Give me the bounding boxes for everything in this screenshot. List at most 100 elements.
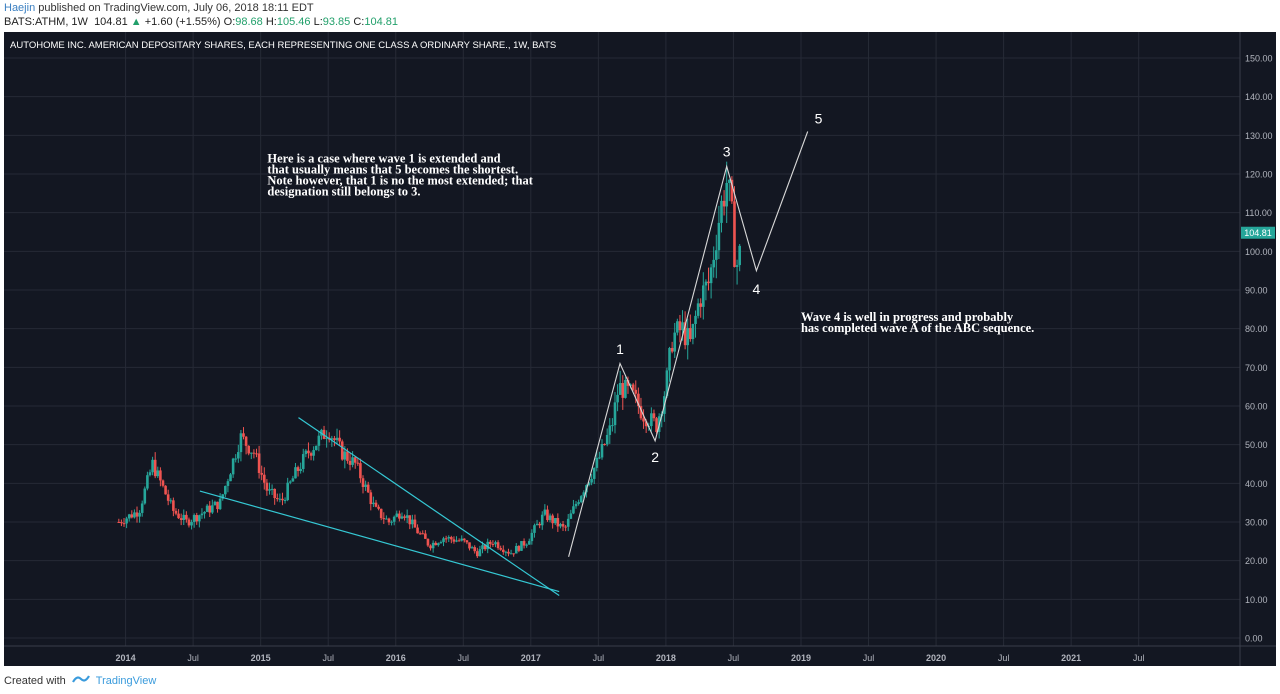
candle-body: [335, 437, 339, 441]
candle-body: [377, 506, 380, 509]
candle-body: [164, 485, 167, 495]
candle-body: [411, 519, 414, 525]
candle-body: [551, 515, 554, 524]
candle-body: [699, 303, 703, 307]
candle-body: [185, 514, 188, 520]
candle-body: [278, 498, 282, 500]
candle-body: [447, 537, 451, 539]
y-tick-label: 60.00: [1245, 402, 1268, 412]
candle-body: [650, 413, 653, 427]
candle-body: [291, 478, 295, 482]
chart-area[interactable]: 150.00 140.00 130.00 120.00 110.00 100.00 90.0…: [4, 32, 1276, 666]
y-tick-label: 100.00: [1245, 247, 1273, 257]
candle-body: [424, 533, 427, 539]
x-tick-label: 2014: [116, 653, 136, 663]
candle-body: [348, 460, 352, 465]
candle-body: [153, 459, 157, 477]
low-label: L:: [313, 16, 323, 28]
candle-body: [499, 548, 502, 550]
candle-body: [631, 384, 635, 390]
candle-body: [712, 259, 715, 268]
x-tick-label: Jul: [322, 653, 334, 663]
candle-body: [234, 458, 238, 460]
candle-body: [174, 510, 178, 514]
tradingview-link[interactable]: TradingView: [95, 674, 157, 687]
candle-body: [468, 542, 471, 549]
candle-body: [205, 505, 209, 512]
candle-body: [543, 509, 547, 515]
candle-body: [629, 384, 632, 386]
elliott-wave-path: [568, 131, 809, 557]
candle-body: [520, 541, 523, 551]
candle-body: [426, 538, 430, 546]
candle-body: [501, 549, 505, 553]
candle-body: [294, 467, 297, 479]
candle-body: [169, 500, 173, 502]
annotation-text: Here is a case where wave 1 is extended …: [267, 151, 500, 165]
candle-body: [395, 513, 399, 517]
candle-body: [702, 285, 705, 307]
x-tick-label: 2020: [926, 653, 946, 663]
candle-body: [450, 537, 453, 540]
y-tick-label: 140.00: [1245, 92, 1273, 102]
candle-body: [343, 451, 347, 460]
candle-body: [366, 484, 370, 493]
candle-body: [250, 452, 253, 454]
candle-body: [616, 394, 619, 403]
x-tick-label: Jul: [728, 653, 740, 663]
candle-body: [717, 222, 721, 251]
candle-body: [304, 450, 308, 455]
candle-body: [140, 503, 144, 513]
candle-body: [514, 545, 518, 554]
candle-body: [390, 521, 393, 523]
candle-body: [496, 542, 500, 549]
candle-body: [668, 348, 671, 371]
candle-body: [483, 545, 487, 550]
y-tick-label: 10.00: [1245, 595, 1268, 605]
candle-body: [398, 513, 401, 519]
candle-body: [431, 542, 435, 549]
candle-body: [143, 488, 147, 504]
x-tick-label: 2021: [1061, 653, 1081, 663]
candle-body: [161, 480, 165, 486]
candle-body: [369, 492, 373, 505]
candle-body: [509, 553, 513, 555]
candle-body: [351, 457, 354, 465]
x-tick-label: Jul: [998, 653, 1010, 663]
candle-body: [491, 543, 495, 545]
last-price: 104.81: [94, 16, 128, 28]
price-chart[interactable]: 150.00140.00130.00120.00110.00100.0090.0…: [4, 32, 1276, 666]
candle-body: [434, 542, 438, 546]
candle-body: [177, 513, 180, 519]
chart-background: [4, 32, 1276, 666]
candle-body: [538, 523, 541, 526]
candle-body: [151, 459, 154, 473]
open-value: 98.68: [235, 16, 263, 28]
candle-body: [340, 441, 344, 460]
candle-body: [533, 525, 536, 533]
candle-body: [522, 541, 526, 546]
high-label: H:: [265, 16, 277, 28]
wave-label: 3: [723, 144, 731, 160]
candle-body: [385, 518, 388, 520]
tradingview-logo-icon[interactable]: [71, 674, 90, 687]
candle-body: [120, 522, 123, 524]
created-with-text: Created with: [4, 674, 66, 687]
y-tick-label: 90.00: [1245, 286, 1268, 296]
candle-body: [611, 425, 614, 427]
upper-trendline: [298, 417, 560, 596]
y-tick-label: 20.00: [1245, 556, 1268, 566]
candle-body: [179, 518, 183, 520]
candle-body: [504, 551, 508, 553]
candle-body: [608, 425, 612, 435]
up-arrow-icon: ▲: [130, 16, 142, 28]
candle-body: [224, 485, 227, 495]
candle-body: [478, 549, 482, 557]
candle-body: [517, 545, 521, 551]
candle-body: [704, 281, 708, 286]
candle-body: [252, 452, 256, 454]
candle-body: [387, 518, 391, 523]
candle-body: [338, 437, 341, 442]
author-link[interactable]: Haejin: [4, 2, 36, 14]
candle-body: [452, 539, 456, 542]
